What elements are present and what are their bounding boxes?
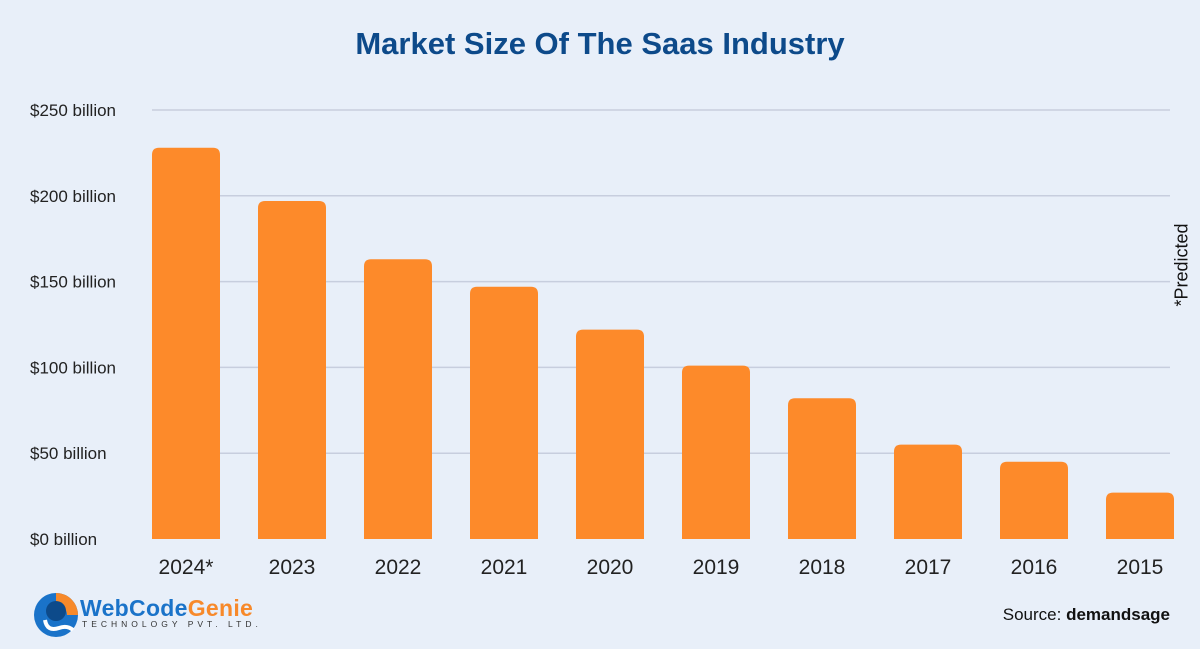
bar-2020	[576, 329, 644, 539]
logo-icon	[34, 593, 78, 637]
bar-2021	[470, 286, 538, 539]
x-tick-label: 2022	[375, 556, 422, 579]
bar-2019	[682, 365, 750, 539]
source-label: Source:	[1002, 605, 1062, 624]
y-tick-label: $200 billion	[30, 187, 116, 206]
bar-2024*	[152, 147, 220, 539]
source-value: demandsage	[1066, 605, 1170, 624]
source-note: Source: demandsage	[1003, 605, 1170, 625]
x-tick-label: 2018	[799, 556, 846, 579]
x-tick-label: 2015	[1117, 556, 1164, 579]
bar-2018	[788, 398, 856, 539]
logo-tagline: TECHNOLOGY PVT. LTD.	[82, 619, 262, 629]
y-tick-label: $150 billion	[30, 273, 116, 292]
x-tick-label: 2024*	[159, 556, 214, 579]
bar-2023	[258, 200, 326, 539]
chart-title: Market Size Of The Saas Industry	[355, 26, 845, 61]
bar-2017	[894, 444, 962, 539]
y-tick-label: $250 billion	[30, 101, 116, 120]
x-tick-label: 2020	[587, 556, 634, 579]
predicted-note: *Predicted	[1171, 223, 1192, 307]
bar-2022	[364, 259, 432, 539]
logo-name: WebCodeGenie	[80, 595, 254, 621]
x-tick-label: 2016	[1011, 556, 1058, 579]
y-tick-label: $0 billion	[30, 530, 97, 549]
x-tick-label: 2021	[481, 556, 528, 579]
bar-2015	[1106, 492, 1174, 539]
x-tick-label: 2019	[693, 556, 740, 579]
y-tick-label: $50 billion	[30, 444, 107, 463]
x-tick-label: 2017	[905, 556, 952, 579]
y-tick-label: $100 billion	[30, 358, 116, 377]
x-tick-label: 2023	[269, 556, 316, 579]
bar-2016	[1000, 461, 1068, 539]
